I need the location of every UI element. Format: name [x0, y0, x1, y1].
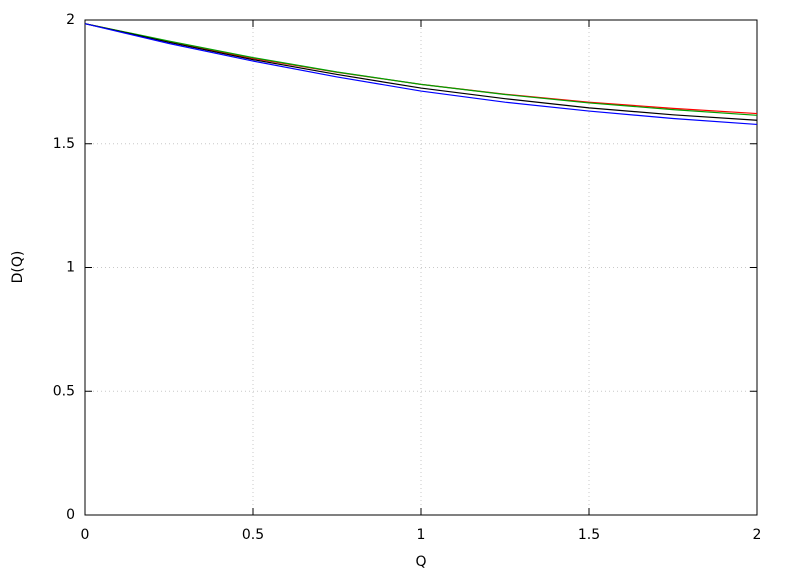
x-axis-label: Q: [415, 554, 426, 570]
y-tick-label: 0.5: [53, 383, 75, 399]
x-tick-label: 1: [417, 527, 426, 543]
series-line: [84, 23, 758, 126]
x-tick-label: 1.5: [578, 527, 600, 543]
x-tick-label: 2: [753, 527, 762, 543]
y-tick-label: 1: [66, 260, 75, 276]
x-tick-label: 0: [81, 527, 90, 543]
x-tick-label: 0.5: [242, 527, 264, 543]
y-axis-label: D(Q): [10, 251, 26, 284]
y-tick-label: 1.5: [53, 136, 75, 152]
y-tick-label: 2: [66, 12, 75, 28]
series-line: [84, 23, 758, 116]
series-line: [84, 23, 758, 121]
plot-frame: [84, 19, 758, 516]
y-tick-label: 0: [66, 507, 75, 523]
